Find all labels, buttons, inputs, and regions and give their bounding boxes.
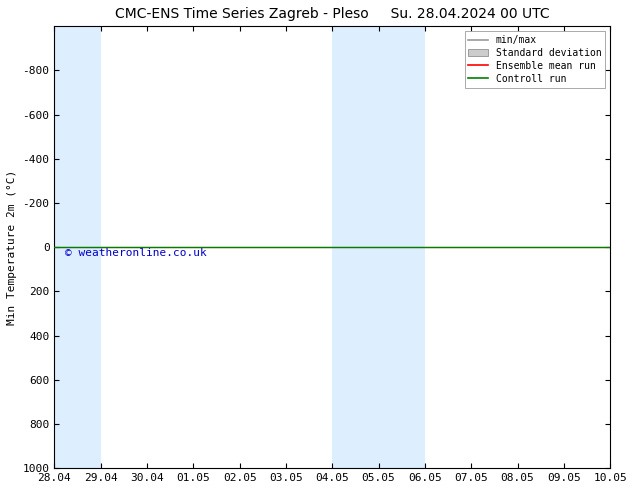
Text: © weatheronline.co.uk: © weatheronline.co.uk [65,248,207,258]
Y-axis label: Min Temperature 2m (°C): Min Temperature 2m (°C) [7,170,17,325]
Bar [55,26,101,468]
Bar [332,26,425,468]
Legend: min/max, Standard deviation, Ensemble mean run, Controll run: min/max, Standard deviation, Ensemble me… [465,31,605,88]
Title: CMC-ENS Time Series Zagreb - Pleso     Su. 28.04.2024 00 UTC: CMC-ENS Time Series Zagreb - Pleso Su. 2… [115,7,550,21]
